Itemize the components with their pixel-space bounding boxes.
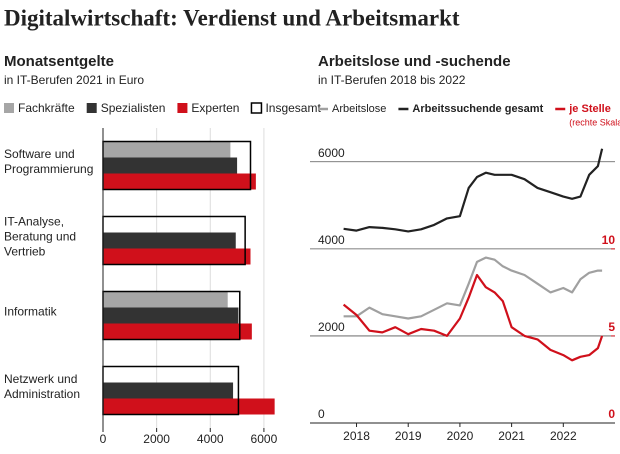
bar (103, 398, 275, 415)
x-tick-label: 2000 (143, 432, 170, 446)
category-label: Netzwerk und Administration (4, 371, 81, 401)
legend-label: Fachkräfte (18, 101, 75, 115)
legend-label: Arbeitslose (332, 103, 386, 115)
line-series (342, 273, 604, 362)
legend-note: (rechte Skala) (569, 117, 620, 127)
page-title: Digitalwirtschaft: Verdienst und Arbeits… (4, 5, 460, 30)
x-tick-label: 4000 (197, 432, 224, 446)
legend-label: Arbeitssuchende gesamt (412, 103, 543, 115)
bar (103, 291, 228, 308)
x-tick-label: 0 (100, 432, 107, 446)
bar (103, 141, 231, 158)
category-label: IT-Analyse, Beratung und Vertrieb (4, 214, 77, 258)
y2-tick-label: 0 (608, 407, 615, 421)
y2-tick-label: 5 (608, 320, 615, 334)
category-label: Informatik (4, 304, 57, 318)
chart-title: Arbeitslose und -suchende (318, 53, 511, 70)
legend-label: Insgesamt (265, 101, 321, 115)
category-label: Software und Programmierung (4, 146, 94, 176)
y2-tick-label: 10 (602, 233, 616, 247)
chart-subtitle: in IT-Berufen 2021 in Euro (4, 73, 144, 87)
bar (103, 307, 239, 324)
chart-title: Monatsentgelte (4, 53, 114, 70)
y-tick-label: 6000 (318, 146, 345, 160)
legend-swatch (250, 102, 263, 114)
bar (103, 382, 234, 399)
x-tick-label: 2018 (343, 429, 370, 443)
bar (103, 323, 252, 340)
line-series (343, 148, 604, 233)
x-tick-label: 2020 (447, 429, 474, 443)
bar (103, 232, 236, 249)
x-tick-label: 2021 (498, 429, 525, 443)
legend-label: je Stelle (568, 103, 611, 115)
legend-label: Experten (191, 101, 239, 115)
legend-swatch (86, 103, 97, 113)
bar (103, 173, 256, 190)
bar (103, 248, 251, 265)
x-tick-label: 6000 (251, 432, 278, 446)
y-tick-label: 4000 (318, 233, 345, 247)
x-tick-label: 2022 (550, 429, 577, 443)
x-tick-label: 2019 (395, 429, 422, 443)
legend-label: Spezialisten (101, 101, 166, 115)
bar (103, 157, 238, 174)
legend-swatch (4, 103, 14, 113)
y-tick-label: 0 (318, 407, 325, 421)
y-tick-label: 2000 (318, 320, 345, 334)
line-series (343, 256, 603, 320)
legend-swatch (177, 103, 188, 113)
chart-subtitle: in IT-Berufen 2018 bis 2022 (318, 73, 466, 87)
